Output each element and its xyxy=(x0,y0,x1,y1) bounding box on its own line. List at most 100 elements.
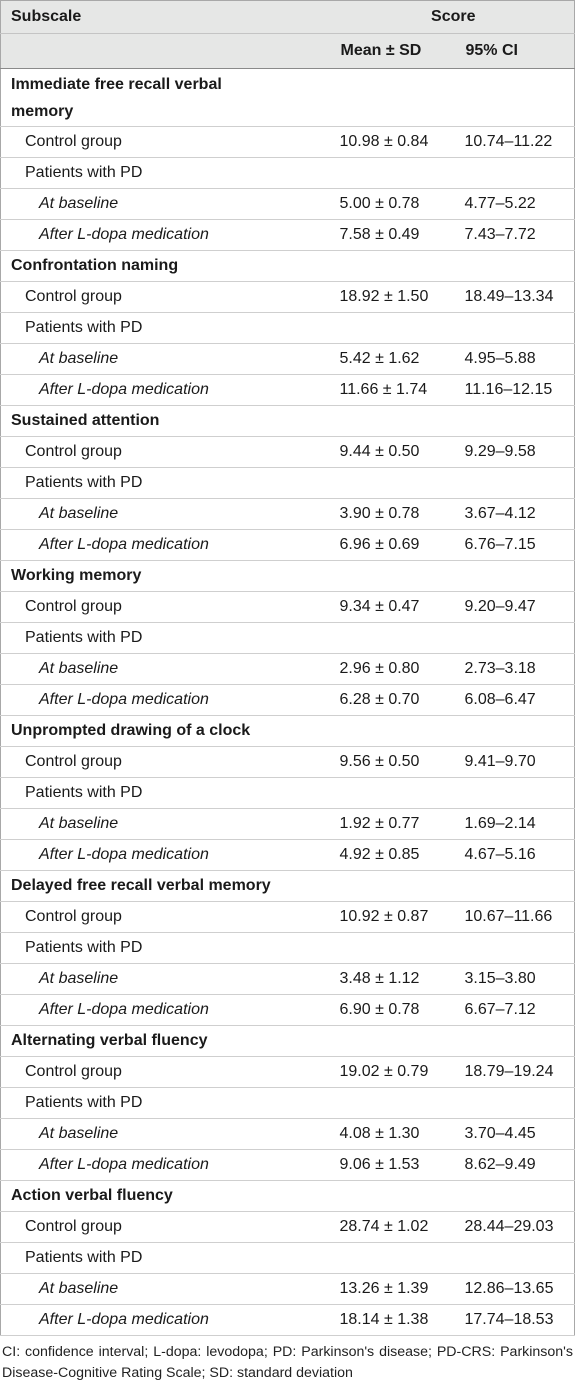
mean-sd: 9.56 ± 0.50 xyxy=(330,746,456,778)
ci: 17.74–18.53 xyxy=(455,1304,575,1336)
row-label: Control group xyxy=(0,436,331,468)
mean-sd: 3.48 ± 1.12 xyxy=(330,963,456,995)
empty-cell xyxy=(330,405,456,437)
ci: 6.08–6.47 xyxy=(455,684,575,716)
ci: 1.69–2.14 xyxy=(455,808,575,840)
mean-sd: 4.92 ± 0.85 xyxy=(330,839,456,871)
mean-sd: 5.00 ± 0.78 xyxy=(330,188,456,220)
ci: 6.67–7.12 xyxy=(455,994,575,1026)
mean-sd xyxy=(330,157,456,189)
mean-sd xyxy=(330,1087,456,1119)
mean-sd: 5.42 ± 1.62 xyxy=(330,343,456,375)
data-row: Patients with PD xyxy=(0,312,575,344)
ci: 4.67–5.16 xyxy=(455,839,575,871)
empty-cell xyxy=(455,1025,575,1057)
section-title: Action verbal fluency xyxy=(0,1180,331,1212)
mean-sd: 6.90 ± 0.78 xyxy=(330,994,456,1026)
mean-sd: 6.28 ± 0.70 xyxy=(330,684,456,716)
data-row: Control group 28.74 ± 1.02 28.44–29.03 xyxy=(0,1211,575,1243)
section-row: Unprompted drawing of a clock xyxy=(0,715,575,747)
data-row: Control group 9.44 ± 0.50 9.29–9.58 xyxy=(0,436,575,468)
row-label: Control group xyxy=(0,901,331,933)
mean-sd xyxy=(330,932,456,964)
data-row: At baseline 3.90 ± 0.78 3.67–4.12 xyxy=(0,498,575,530)
mean-sd: 10.92 ± 0.87 xyxy=(330,901,456,933)
mean-sd: 28.74 ± 1.02 xyxy=(330,1211,456,1243)
section-title: Working memory xyxy=(0,560,331,592)
row-label: Patients with PD xyxy=(0,622,331,654)
row-label: After L-dopa medication xyxy=(0,684,331,716)
data-row: After L-dopa medication 6.28 ± 0.70 6.08–6… xyxy=(0,684,575,716)
empty-cell xyxy=(330,1025,456,1057)
ci: 12.86–13.65 xyxy=(455,1273,575,1305)
section-title: Sustained attention xyxy=(0,405,331,437)
row-label: At baseline xyxy=(0,1118,331,1150)
row-label: At baseline xyxy=(0,498,331,530)
row-label: Patients with PD xyxy=(0,467,331,499)
empty-cell xyxy=(455,715,575,747)
data-row: Patients with PD xyxy=(0,777,575,809)
table-header: Subscale Score Mean ± SD 95% CI xyxy=(0,0,575,69)
empty-cell xyxy=(330,1180,456,1212)
empty-cell xyxy=(455,1180,575,1212)
results-table: Subscale Score Mean ± SD 95% CI Immediat… xyxy=(0,0,575,1336)
row-label: At baseline xyxy=(0,808,331,840)
row-label: After L-dopa medication xyxy=(0,529,331,561)
table-body: Immediate free recall verbal memory Contr… xyxy=(0,68,575,1336)
empty-cell xyxy=(455,870,575,902)
section-title: Immediate free recall verbal memory xyxy=(0,68,331,127)
ci-header: 95% CI xyxy=(455,33,575,69)
data-row: Patients with PD xyxy=(0,467,575,499)
empty-cell xyxy=(455,68,575,127)
row-label: Control group xyxy=(0,591,331,623)
section-title: Unprompted drawing of a clock xyxy=(0,715,331,747)
mean-sd-header: Mean ± SD xyxy=(330,33,456,69)
mean-sd: 2.96 ± 0.80 xyxy=(330,653,456,685)
row-label: At baseline xyxy=(0,653,331,685)
section-row: Immediate free recall verbal memory xyxy=(0,68,575,127)
data-row: Patients with PD xyxy=(0,157,575,189)
section-row: Delayed free recall verbal memory xyxy=(0,870,575,902)
empty-cell xyxy=(455,250,575,282)
empty-cell xyxy=(330,870,456,902)
data-row: After L-dopa medication 18.14 ± 1.38 17.74… xyxy=(0,1304,575,1336)
ci: 4.77–5.22 xyxy=(455,188,575,220)
ci xyxy=(455,932,575,964)
section-title: Confrontation naming xyxy=(0,250,331,282)
row-label: Control group xyxy=(0,1056,331,1088)
ci xyxy=(455,312,575,344)
row-label: Patients with PD xyxy=(0,777,331,809)
mean-sd: 18.14 ± 1.38 xyxy=(330,1304,456,1336)
ci: 9.29–9.58 xyxy=(455,436,575,468)
data-row: After L-dopa medication 11.66 ± 1.74 11.16… xyxy=(0,374,575,406)
ci xyxy=(455,1242,575,1274)
data-row: Patients with PD xyxy=(0,932,575,964)
row-label: Patients with PD xyxy=(0,1242,331,1274)
row-label: After L-dopa medication xyxy=(0,374,331,406)
row-label: After L-dopa medication xyxy=(0,1304,331,1336)
ci: 10.67–11.66 xyxy=(455,901,575,933)
data-row: At baseline 4.08 ± 1.30 3.70–4.45 xyxy=(0,1118,575,1150)
ci: 4.95–5.88 xyxy=(455,343,575,375)
mean-sd xyxy=(330,467,456,499)
ci: 9.20–9.47 xyxy=(455,591,575,623)
data-row: After L-dopa medication 7.58 ± 0.49 7.43–7… xyxy=(0,219,575,251)
empty-cell xyxy=(330,68,456,127)
empty-header xyxy=(0,33,331,69)
ci: 3.67–4.12 xyxy=(455,498,575,530)
row-label: After L-dopa medication xyxy=(0,219,331,251)
mean-sd: 18.92 ± 1.50 xyxy=(330,281,456,313)
mean-sd: 9.06 ± 1.53 xyxy=(330,1149,456,1181)
section-row: Alternating verbal fluency xyxy=(0,1025,575,1057)
data-row: Control group 9.56 ± 0.50 9.41–9.70 xyxy=(0,746,575,778)
ci: 18.79–19.24 xyxy=(455,1056,575,1088)
ci: 3.15–3.80 xyxy=(455,963,575,995)
row-label: Patients with PD xyxy=(0,1087,331,1119)
data-row: Control group 10.98 ± 0.84 10.74–11.22 xyxy=(0,126,575,158)
row-label: Patients with PD xyxy=(0,157,331,189)
ci: 9.41–9.70 xyxy=(455,746,575,778)
row-label: At baseline xyxy=(0,1273,331,1305)
data-row: Control group 10.92 ± 0.87 10.67–11.66 xyxy=(0,901,575,933)
section-title: Alternating verbal fluency xyxy=(0,1025,331,1057)
ci xyxy=(455,1087,575,1119)
